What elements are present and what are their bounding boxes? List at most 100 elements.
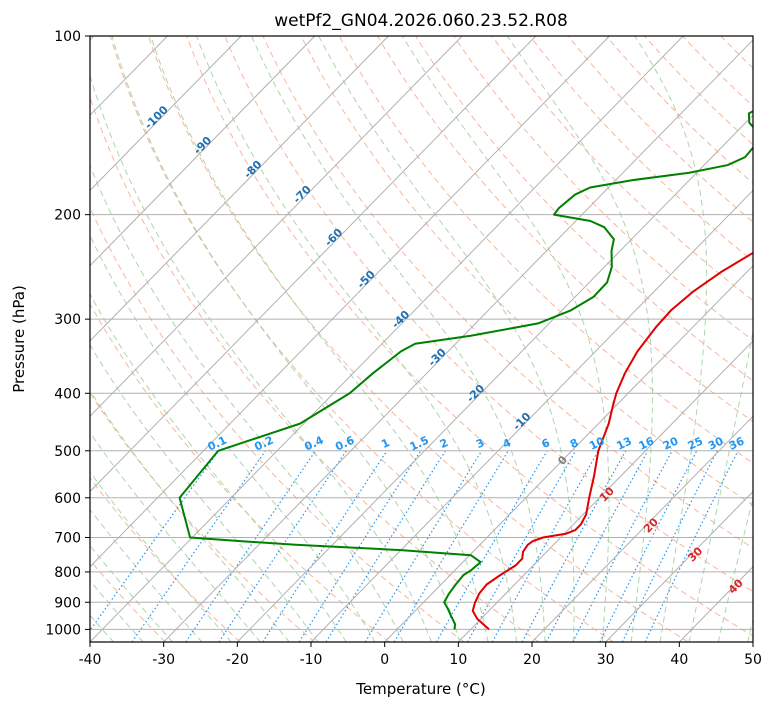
mixing-ratio-label: 36 <box>727 434 747 452</box>
dry-adiabat-line <box>147 36 689 642</box>
dry-adiabat-line <box>720 36 753 69</box>
isotherm-label: -40 <box>389 308 412 331</box>
plot-area: -100-90-80-70-60-50-40-30-20-100.1 0.2 0.4… <box>90 36 775 642</box>
y-tick-label: 600 <box>54 491 81 507</box>
mixing-ratio-line <box>621 450 718 642</box>
y-tick-label: 400 <box>54 386 81 402</box>
x-axis-title: Temperature (°C) <box>355 680 485 698</box>
y-tick-label: 1000 <box>45 622 81 638</box>
mixing-ratio-label: 20 <box>661 434 681 452</box>
moist-adiabat-line <box>111 36 461 642</box>
mixing-ratio-label: 1 <box>379 436 391 451</box>
dry-adiabat-line <box>338 36 753 464</box>
mixing-ratio-line <box>545 450 649 642</box>
moist-adiabat-line <box>507 36 653 642</box>
x-tick-label: -40 <box>79 652 102 668</box>
mixing-ratio-label: 30 <box>706 434 726 452</box>
isotherm-line <box>384 264 753 642</box>
isotherm-label: -90 <box>191 134 214 157</box>
mixing-ratio-line <box>521 450 627 642</box>
isotherm-label: -10 <box>510 410 533 433</box>
dry-adiabat-line <box>90 303 390 642</box>
mixing-ratio-line <box>90 450 220 632</box>
x-tick-label: 10 <box>449 652 467 668</box>
x-tick-label: 0 <box>380 652 389 668</box>
isotherm-line <box>90 36 684 642</box>
moist-adiabat-label: 40 <box>726 576 746 596</box>
mixing-ratio-label: 6 <box>540 436 553 451</box>
moist-adiabat-line <box>90 164 404 642</box>
moist-adiabat-line <box>251 36 546 642</box>
dry-adiabat-line <box>605 36 753 184</box>
mixing-ratio-line <box>393 450 509 642</box>
dry-adiabat-line <box>759 36 775 642</box>
isotherm-line <box>163 39 753 642</box>
isotherm-line <box>90 36 463 417</box>
dry-adiabat-line <box>90 477 241 642</box>
moist-adiabat-line <box>150 36 489 642</box>
isotherm-line <box>605 490 753 642</box>
moist-adiabat-line <box>717 496 753 642</box>
x-tick-label: 30 <box>597 652 615 668</box>
mixing-ratio-line <box>491 450 599 642</box>
chart-title: wetPf2_GN04.2026.060.23.52.R08 <box>274 11 568 31</box>
dry-adiabat-line <box>186 36 753 637</box>
dry-adiabat-line <box>529 36 753 262</box>
dry-adiabat-line <box>300 36 753 506</box>
isotherm-label: -80 <box>241 158 264 181</box>
isotherm-line <box>236 114 753 642</box>
moist-adiabat-line <box>196 36 518 642</box>
mixing-ratio-line <box>599 450 698 642</box>
isotherm-line <box>457 340 753 642</box>
mixing-ratio-line <box>364 450 483 642</box>
dry-adiabat-line <box>491 36 753 302</box>
moist-adiabat-line <box>90 389 290 642</box>
mixing-ratio-line <box>572 450 673 642</box>
dry-adiabat-line <box>376 36 753 423</box>
y-axis-title: Pressure (hPa) <box>10 285 28 393</box>
mixing-ratio-label: 16 <box>637 434 657 452</box>
isotherm-line <box>310 189 753 642</box>
y-tick-label: 900 <box>54 595 81 611</box>
isotherm-line <box>90 36 389 342</box>
mixing-ratio-label: 2 <box>438 436 450 451</box>
dry-adiabat-line <box>90 95 540 642</box>
isotherm-label: -60 <box>322 226 345 249</box>
mixing-ratio-line <box>131 450 267 642</box>
isotherm-line <box>752 641 753 642</box>
isotherm-label: -20 <box>464 382 487 405</box>
moist-adiabat-line <box>90 293 348 642</box>
y-tick-label: 800 <box>54 565 81 581</box>
isotherm-line <box>90 36 537 493</box>
x-tick-label: -20 <box>226 652 249 668</box>
mixing-ratio-line <box>466 450 577 642</box>
dry-adiabat-line <box>453 36 753 341</box>
isotherm-label: -100 <box>142 103 171 132</box>
isotherm-line <box>90 36 242 192</box>
isotherm-label: -30 <box>426 346 449 369</box>
axes: -40 -30 -20 -10 0 10 20 30 40 5010020030040050060… <box>45 29 762 668</box>
mixing-ratio-line <box>185 450 317 642</box>
moist-adiabat-line <box>90 234 376 642</box>
dry-adiabat-line <box>415 36 753 382</box>
mixing-ratio-label: 10 <box>587 434 607 452</box>
temperature-profile-line <box>471 251 753 631</box>
x-tick-label: 20 <box>523 652 541 668</box>
moist-adiabat-line <box>688 329 753 642</box>
moist-adiabat-line <box>318 36 575 642</box>
isotherm-label: -70 <box>291 183 314 206</box>
moist-adiabat-line <box>634 36 708 642</box>
isotherm-label: -50 <box>355 268 378 291</box>
x-tick-label: -10 <box>300 652 323 668</box>
x-tick-label: 40 <box>670 652 688 668</box>
y-tick-label: 500 <box>54 444 81 460</box>
x-tick-label: -30 <box>152 652 175 668</box>
dewpoint-profile-line <box>178 110 753 630</box>
y-tick-label: 300 <box>54 312 81 328</box>
moist-adiabat-label: 30 <box>685 544 705 564</box>
y-tick-label: 100 <box>54 29 81 45</box>
x-tick-label: 50 <box>744 652 762 668</box>
y-tick-label: 700 <box>54 531 81 547</box>
plot-frame <box>89 35 754 643</box>
moist-adiabat-line <box>90 431 261 642</box>
